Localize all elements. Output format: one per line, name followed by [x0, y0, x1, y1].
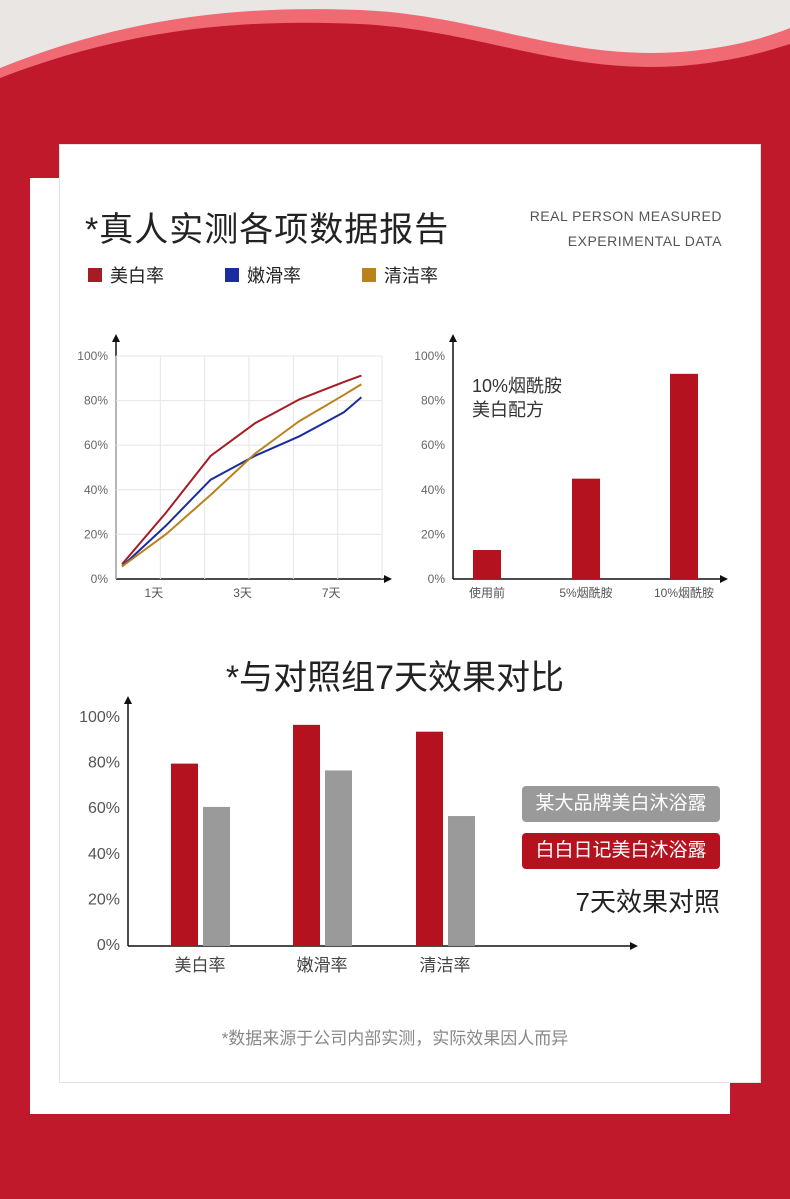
y-tick-label: 20% — [84, 527, 108, 541]
legend-item-cleansing: 清洁率 — [362, 262, 438, 288]
report-subtitle-line1: REAL PERSON MEASURED — [529, 208, 722, 224]
chart-annotation-line2: 美白配方 — [472, 400, 544, 420]
bar-competitor — [325, 770, 352, 946]
legend-item-smoothness: 嫩滑率 — [225, 262, 301, 288]
y-tick-label: 100% — [79, 709, 120, 726]
y-tick-label: 0% — [91, 572, 109, 586]
legend-label: 嫩滑率 — [247, 266, 301, 286]
bar — [572, 478, 600, 579]
y-tick-label: 20% — [421, 527, 445, 541]
legend-tag-product: 白白日记美白沐浴露 — [522, 833, 720, 869]
data-disclaimer: *数据来源于公司内部实测，实际效果因人而异 — [221, 1029, 569, 1048]
y-tick-label: 80% — [421, 394, 445, 408]
y-tick-label: 40% — [84, 483, 108, 497]
x-tick-label: 嫩滑率 — [297, 956, 348, 975]
legend-tag-competitor: 某大品牌美白沐浴露 — [522, 786, 720, 822]
comparison-bar-chart: 100% 80% 60% 40% 20% 0% 美白率 嫩滑率 清洁率 — [79, 696, 638, 975]
y-tick-label: 100% — [414, 349, 445, 363]
bar-competitor — [448, 816, 475, 946]
bar-competitor — [203, 806, 230, 946]
legend-label: 清洁率 — [384, 266, 438, 286]
comparison-note: 7天效果对照 — [575, 887, 720, 917]
report-subtitle-line2: EXPERIMENTAL DATA — [567, 233, 722, 249]
line-chart: 100% 80% 60% 40% 20% 0% 1天 3天 7天 — [77, 334, 392, 600]
y-tick-label: 60% — [421, 438, 445, 452]
x-tick-label: 1天 — [145, 586, 164, 600]
legend-swatch — [88, 268, 102, 282]
x-tick-label: 7天 — [322, 586, 341, 600]
series-line-2 — [121, 383, 362, 568]
bar — [473, 550, 501, 579]
y-tick-label: 40% — [421, 483, 445, 497]
nicotinamide-bar-chart: 10%烟酰胺 美白配方 100% 80% 60% 40% 20% 0% 使用前 5%烟酰胺 10… — [414, 334, 728, 600]
legend-swatch — [362, 268, 376, 282]
y-axis-arrow — [449, 334, 457, 342]
y-tick-label: 60% — [88, 800, 120, 817]
y-tick-label: 20% — [88, 891, 120, 908]
y-tick-label: 100% — [77, 349, 108, 363]
x-axis-arrow — [720, 575, 728, 583]
chart-annotation-line1: 10%烟酰胺 — [472, 376, 562, 396]
legend-label: 美白率 — [110, 266, 164, 286]
x-tick-label: 使用前 — [469, 585, 505, 600]
x-tick-label: 3天 — [233, 586, 252, 600]
legend-item-whitening: 美白率 — [88, 262, 164, 288]
y-axis-arrow — [124, 696, 132, 704]
y-tick-label: 80% — [88, 755, 120, 772]
series-line-0 — [121, 374, 362, 565]
y-tick-label: 80% — [84, 394, 108, 408]
x-axis-arrow — [384, 575, 392, 583]
report-title: *真人实测各项数据报告 — [85, 211, 450, 249]
y-tick-label: 60% — [84, 438, 108, 452]
x-tick-label: 清洁率 — [420, 956, 471, 975]
y-axis-arrow — [112, 334, 120, 342]
x-axis-arrow — [630, 942, 638, 950]
y-tick-label: 0% — [97, 937, 120, 954]
bar-product — [416, 731, 443, 946]
x-tick-label: 10%烟酰胺 — [654, 586, 714, 600]
y-tick-label: 0% — [428, 572, 446, 586]
top-wave-background — [0, 0, 790, 110]
bar-product — [293, 724, 320, 946]
comparison-title: *与对照组7天效果对比 — [225, 659, 565, 697]
bar — [670, 373, 698, 579]
legend-swatch — [225, 268, 239, 282]
x-tick-label: 美白率 — [175, 956, 226, 975]
series-line-1 — [121, 396, 363, 568]
y-tick-label: 40% — [88, 846, 120, 863]
bar-product — [171, 763, 198, 946]
x-tick-label: 5%烟酰胺 — [559, 586, 612, 600]
